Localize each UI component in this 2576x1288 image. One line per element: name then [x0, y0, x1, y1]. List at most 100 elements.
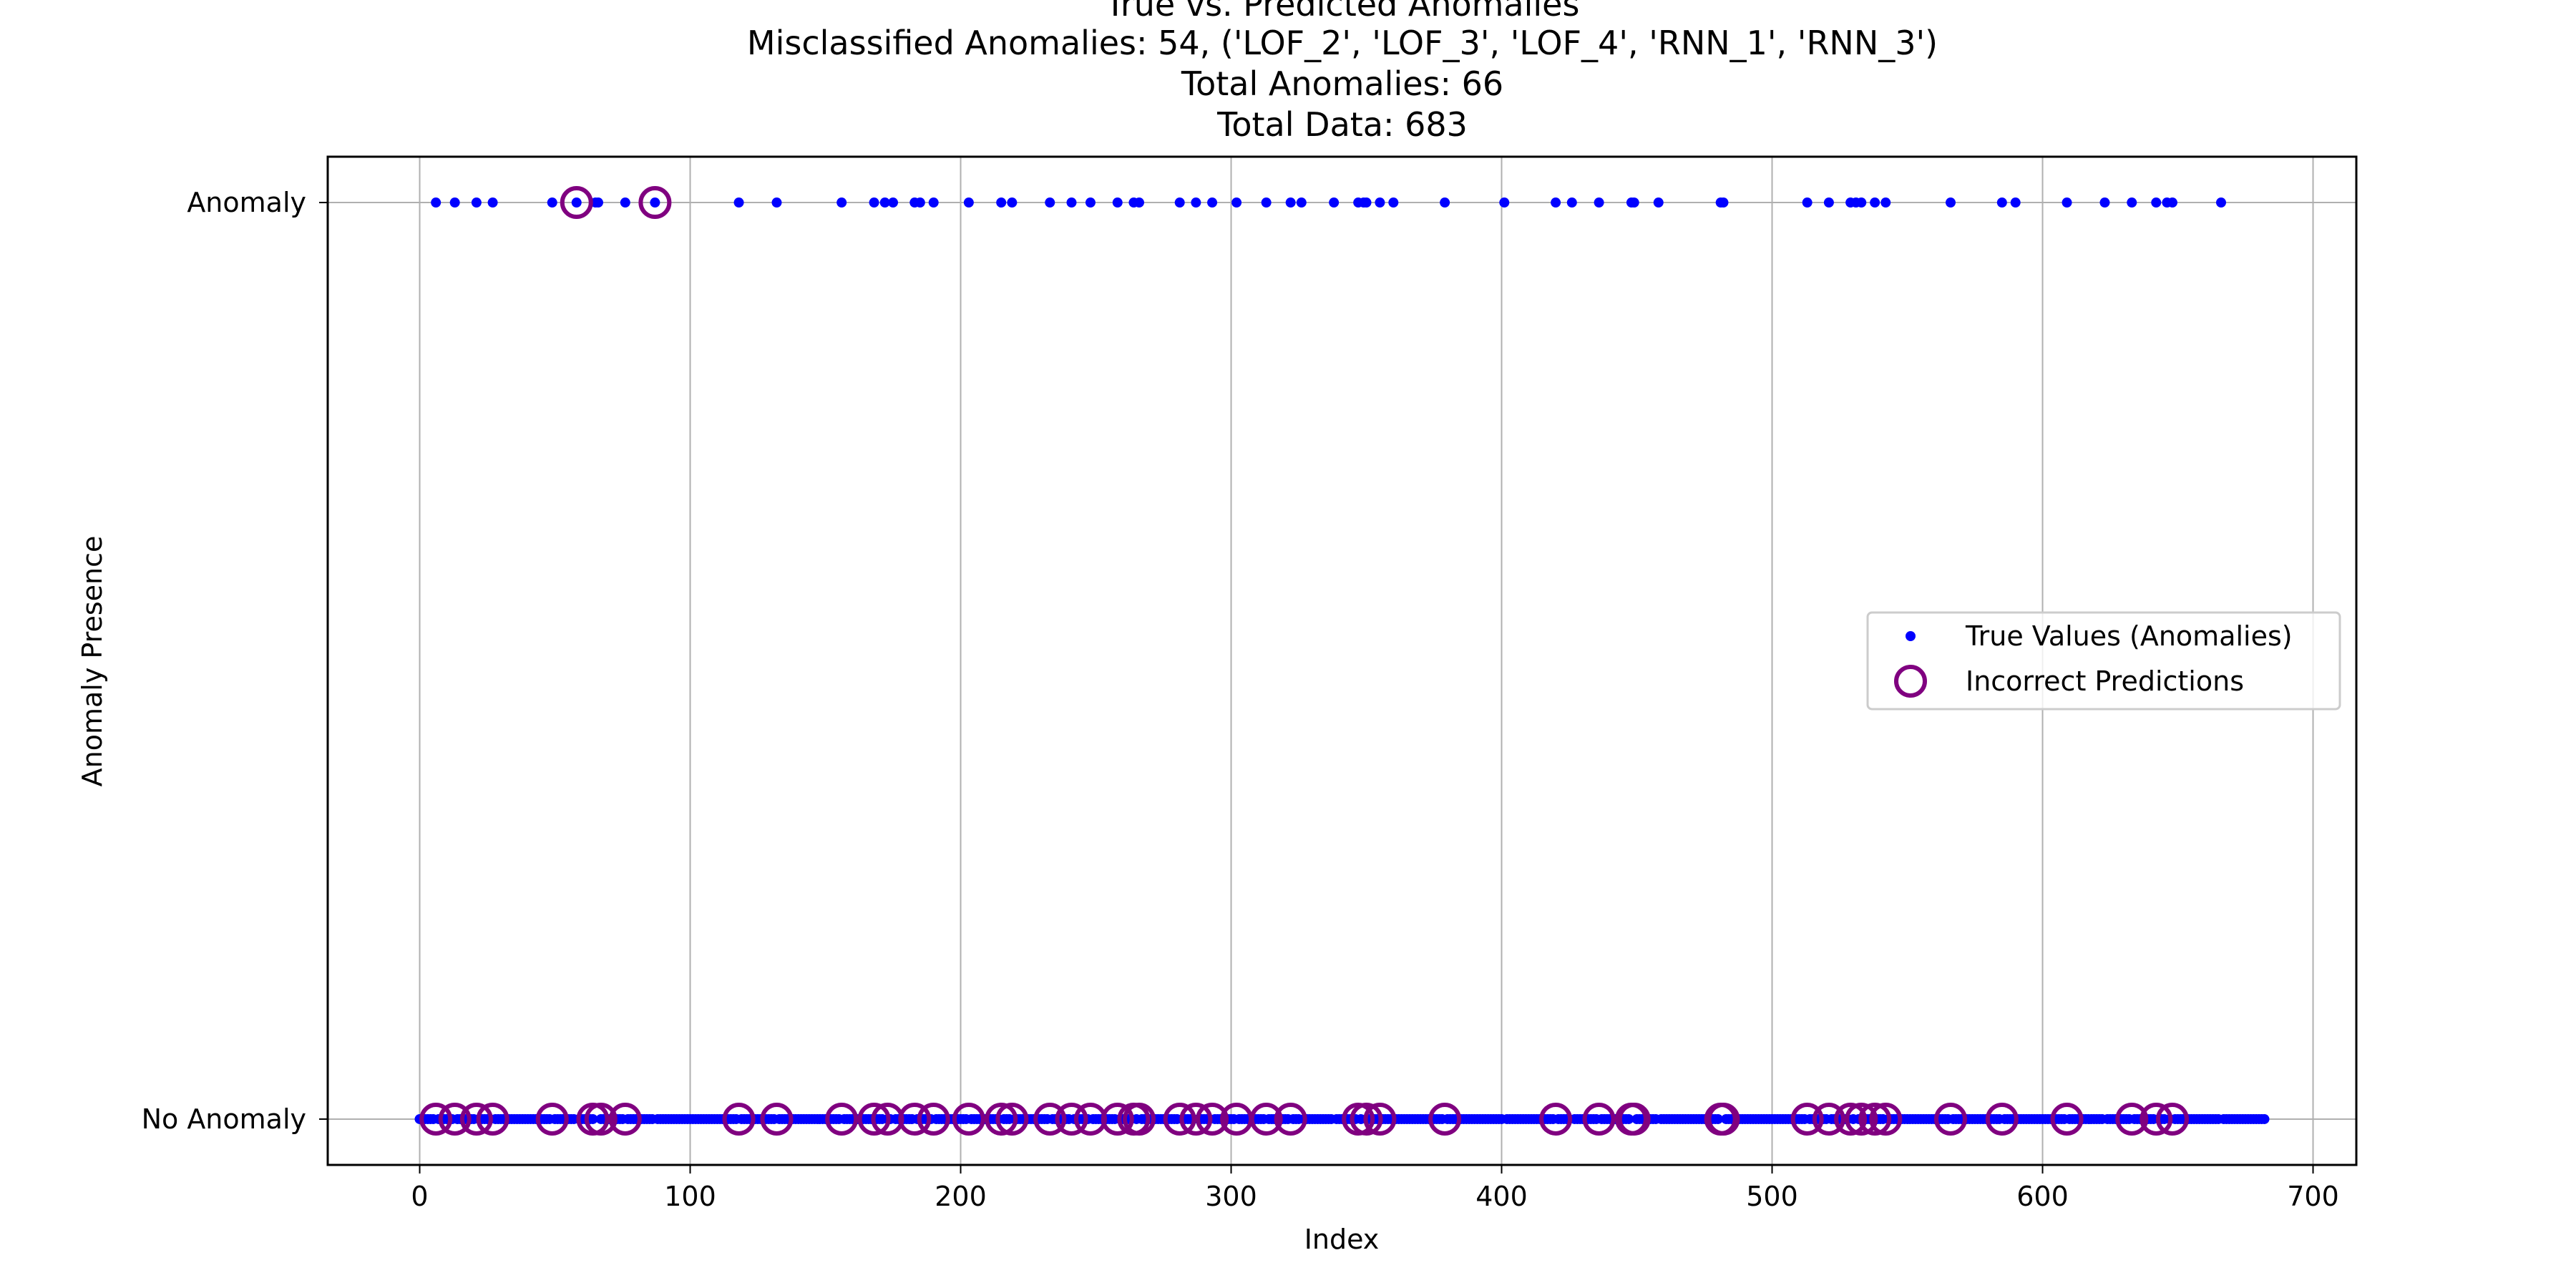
- incorrect-prediction-point: [995, 1102, 1029, 1136]
- x-tick-label: 600: [2016, 1181, 2069, 1212]
- true-value-point: [1870, 197, 1880, 208]
- incorrect-prediction-point: [1428, 1102, 1462, 1136]
- true-value-point: [2259, 1113, 2270, 1124]
- title-line-2: Misclassified Anomalies: 54, ('LOF_2', '…: [747, 24, 1938, 62]
- y-axis-label: Anomaly Presence: [77, 536, 108, 787]
- chart-title: True vs. Predicted Anomalies Misclassifi…: [747, 0, 1938, 144]
- true-value-point: [431, 197, 441, 208]
- true-value-point: [1566, 197, 1577, 208]
- true-value-point: [1499, 197, 1510, 208]
- incorrect-prediction-point: [1934, 1102, 1967, 1136]
- true-value-point: [1261, 197, 1272, 208]
- incorrect-prediction-point: [476, 1102, 509, 1136]
- true-value-point: [449, 197, 460, 208]
- x-tick-label: 400: [1475, 1181, 1528, 1212]
- incorrect-prediction-point: [722, 1102, 756, 1136]
- true-value-point: [1996, 197, 2007, 208]
- incorrect-prediction-point: [2140, 1102, 2173, 1136]
- true-value-point: [1066, 197, 1077, 208]
- true-value-point: [2167, 197, 2177, 208]
- true-value-point: [1856, 197, 1867, 208]
- x-tick-label: 0: [411, 1181, 428, 1212]
- true-value-point: [869, 197, 879, 208]
- true-value-point: [1880, 197, 1891, 208]
- true-value-point: [1231, 197, 1242, 208]
- x-tick-label: 500: [1746, 1181, 1798, 1212]
- legend-marker-true-values: [1906, 631, 1916, 641]
- incorrect-prediction-point: [2155, 1102, 2189, 1136]
- incorrect-prediction-point: [1869, 1102, 1903, 1136]
- true-value-point: [914, 197, 925, 208]
- true-value-point: [1440, 197, 1450, 208]
- y-tick-label: Anomaly: [187, 187, 306, 218]
- incorrect-prediction-point: [584, 1102, 618, 1136]
- incorrect-prediction-point: [1274, 1102, 1307, 1136]
- incorrect-prediction-point: [638, 186, 672, 220]
- true-value-point: [1712, 1113, 1723, 1124]
- incorrect-prediction-point: [608, 1102, 642, 1136]
- incorrect-prediction-point: [1707, 1102, 1740, 1136]
- x-tick-label: 300: [1205, 1181, 1257, 1212]
- x-tick-label: 200: [935, 1181, 987, 1212]
- true-value-point: [2062, 197, 2072, 208]
- true-value-point: [471, 197, 482, 208]
- true-value-point: [1718, 197, 1729, 208]
- true-value-point: [650, 197, 660, 208]
- incorrect-prediction-point: [1858, 1102, 1892, 1136]
- incorrect-prediction-point: [1123, 1102, 1156, 1136]
- incorrect-prediction-point: [1249, 1102, 1283, 1136]
- incorrect-prediction-point: [952, 1102, 985, 1136]
- incorrect-prediction-point: [1179, 1102, 1213, 1136]
- true-value-point: [1823, 197, 1834, 208]
- true-value-point: [1007, 197, 1018, 208]
- incorrect-prediction-point: [1985, 1102, 2019, 1136]
- incorrect-prediction-point: [459, 1102, 493, 1136]
- legend: True Values (Anomalies) Incorrect Predic…: [1866, 611, 2341, 711]
- true-value-point: [996, 197, 1007, 208]
- incorrect-prediction-point: [1033, 1102, 1067, 1136]
- title-line-3: Total Anomalies: 66: [1181, 64, 1503, 103]
- true-value-point: [2099, 197, 2110, 208]
- x-axis-label: Index: [1304, 1224, 1380, 1255]
- true-value-point: [620, 197, 630, 208]
- incorrect-prediction-point: [1350, 1102, 1383, 1136]
- incorrect-prediction-point: [1617, 1102, 1651, 1136]
- true-value-point: [1594, 197, 1604, 208]
- true-value-point: [963, 197, 974, 208]
- true-value-point: [1355, 1113, 1366, 1124]
- legend-marker-incorrect-predictions: [1894, 665, 1927, 698]
- true-value-point: [888, 197, 899, 208]
- incorrect-predictions-series: [419, 186, 2189, 1136]
- true-value-point: [1946, 197, 1956, 208]
- true-value-point: [928, 197, 939, 208]
- incorrect-prediction-point: [1834, 1102, 1868, 1136]
- incorrect-prediction-point: [1163, 1102, 1196, 1136]
- x-tick-label: 100: [664, 1181, 716, 1212]
- incorrect-prediction-point: [1196, 1102, 1229, 1136]
- true-value-point: [2010, 197, 2021, 208]
- true-value-point: [2127, 197, 2137, 208]
- incorrect-prediction-point: [1055, 1102, 1088, 1136]
- true-value-point: [2216, 197, 2226, 208]
- incorrect-prediction-point: [1582, 1102, 1616, 1136]
- true-value-point: [1375, 197, 1385, 208]
- incorrect-prediction-point: [535, 1102, 569, 1136]
- incorrect-prediction-point: [1101, 1102, 1134, 1136]
- incorrect-prediction-point: [985, 1102, 1018, 1136]
- incorrect-prediction-point: [2115, 1102, 2149, 1136]
- true-value-point: [1629, 197, 1639, 208]
- incorrect-prediction-point: [2050, 1102, 2084, 1136]
- true-value-point: [733, 197, 744, 208]
- incorrect-prediction-point: [825, 1102, 859, 1136]
- legend-label-true-values: True Values (Anomalies): [1965, 620, 2293, 652]
- true-value-point: [771, 197, 782, 208]
- true-value-point: [1085, 197, 1096, 208]
- true-value-point: [1361, 197, 1372, 208]
- incorrect-prediction-point: [1790, 1102, 1824, 1136]
- true-value-point: [1802, 197, 1813, 208]
- true-value-point: [1191, 197, 1201, 208]
- incorrect-prediction-point: [560, 186, 593, 220]
- true-value-point: [593, 197, 603, 208]
- true-value-point: [571, 197, 582, 208]
